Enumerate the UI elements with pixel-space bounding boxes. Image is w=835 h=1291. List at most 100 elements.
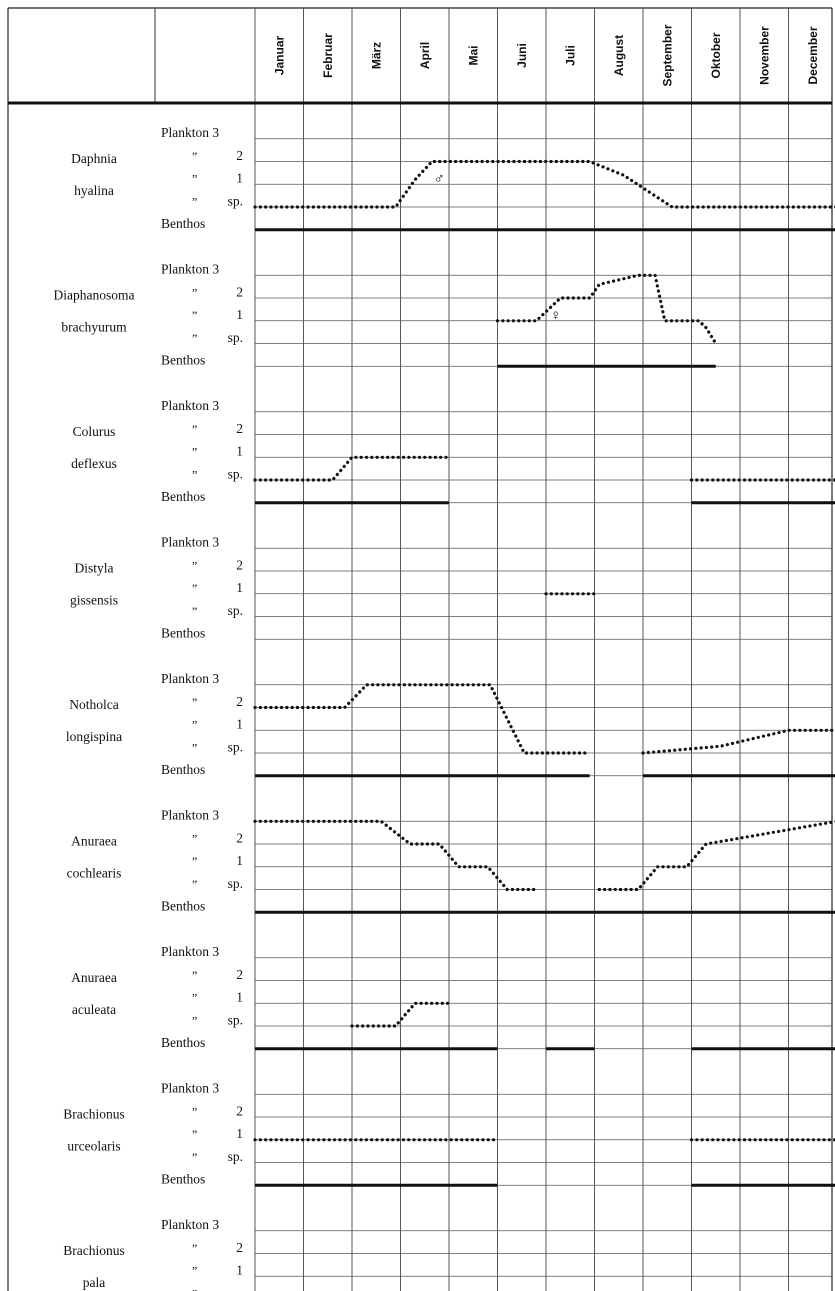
abundance-curve [253, 819, 538, 892]
species-name: gissensis [70, 593, 118, 608]
species-name: Brachionus [63, 1107, 125, 1122]
level-label: Benthos [161, 1172, 205, 1187]
ditto-mark: ” [192, 1241, 197, 1255]
species-name: Anuraea [71, 970, 117, 985]
ditto-mark: ” [192, 991, 197, 1005]
level-label: sp. [228, 876, 243, 891]
level-label: 1 [236, 444, 243, 459]
species-name: Brachionus [63, 1243, 125, 1258]
level-label: 1 [236, 990, 243, 1005]
ditto-mark: ” [192, 331, 197, 345]
level-label: sp. [228, 466, 243, 481]
sex-symbol: ♀ [550, 308, 561, 324]
abundance-curve [350, 1001, 451, 1028]
level-label: 2 [236, 284, 243, 299]
level-label: Plankton 3 [161, 1217, 219, 1232]
level-label: sp. [228, 1285, 243, 1291]
level-label: 1 [236, 307, 243, 322]
species-name: hyalina [74, 183, 114, 198]
level-label: 1 [236, 171, 243, 186]
species-name: urceolaris [67, 1139, 120, 1154]
species-name: Colurus [73, 424, 116, 439]
abundance-curve [253, 159, 835, 209]
level-label: 2 [236, 694, 243, 709]
level-label: sp. [228, 193, 243, 208]
ditto-mark: ” [192, 467, 197, 481]
ditto-mark: ” [192, 581, 197, 595]
ditto-mark: ” [192, 1013, 197, 1027]
ditto-mark: ” [192, 831, 197, 845]
level-label: Plankton 3 [161, 398, 219, 413]
ditto-mark: ” [192, 445, 197, 459]
ditto-mark: ” [192, 285, 197, 299]
species-name: Daphnia [71, 151, 117, 166]
ditto-mark: ” [192, 1127, 197, 1141]
level-label: sp. [228, 330, 243, 345]
species-name: deflexus [71, 456, 117, 471]
ditto-mark: ” [192, 968, 197, 982]
ditto-mark: ” [192, 1264, 197, 1278]
level-label: Benthos [161, 489, 205, 504]
month-label: Januar [272, 35, 286, 75]
level-label: Plankton 3 [161, 808, 219, 823]
species-name: Anuraea [71, 834, 117, 849]
species-name: aculeata [72, 1002, 116, 1017]
level-label: 2 [236, 1103, 243, 1118]
level-label: sp. [228, 603, 243, 618]
level-label: 1 [236, 717, 243, 732]
abundance-curve [597, 820, 835, 892]
level-label: Plankton 3 [161, 262, 219, 277]
level-label: 1 [236, 1263, 243, 1278]
species-name: longispina [66, 729, 122, 744]
level-label: sp. [228, 739, 243, 754]
level-label: 2 [236, 967, 243, 982]
month-label: Juli [563, 45, 577, 66]
month-label: März [369, 42, 383, 69]
month-label: November [757, 26, 771, 85]
level-label: Plankton 3 [161, 671, 219, 686]
month-label: December [806, 26, 820, 84]
level-label: 1 [236, 1126, 243, 1141]
level-label: Benthos [161, 1035, 205, 1050]
month-label: August [612, 35, 626, 76]
month-label: Mai [466, 45, 480, 65]
ditto-mark: ” [192, 149, 197, 163]
abundance-curve [253, 683, 592, 755]
level-label: sp. [228, 1012, 243, 1027]
level-label: 2 [236, 1240, 243, 1255]
ditto-mark: ” [192, 695, 197, 709]
level-label: 2 [236, 421, 243, 436]
level-label: 2 [236, 148, 243, 163]
species-name: brachyurum [61, 320, 127, 335]
ditto-mark: ” [192, 604, 197, 618]
level-label: 2 [236, 557, 243, 572]
level-label: 2 [236, 830, 243, 845]
ditto-mark: ” [192, 194, 197, 208]
level-label: Benthos [161, 353, 205, 368]
ditto-mark: ” [192, 1150, 197, 1164]
species-name: Diaphanosoma [54, 288, 135, 303]
level-label: Benthos [161, 216, 205, 231]
ditto-mark: ” [192, 1286, 197, 1291]
level-label: Benthos [161, 899, 205, 914]
ditto-mark: ” [192, 1104, 197, 1118]
month-label: September [660, 24, 674, 86]
abundance-curve [253, 455, 451, 482]
level-label: Plankton 3 [161, 944, 219, 959]
ditto-mark: ” [192, 718, 197, 732]
level-label: Plankton 3 [161, 125, 219, 140]
species-name: cochlearis [67, 866, 122, 881]
month-label: Februar [321, 33, 335, 78]
abundance-curve [641, 728, 835, 755]
ditto-mark: ” [192, 172, 197, 186]
species-name: pala [83, 1275, 106, 1290]
month-label: April [418, 42, 432, 69]
species-name: Distyla [75, 561, 114, 576]
ditto-mark: ” [192, 422, 197, 436]
abundance-curve [495, 273, 718, 346]
level-label: Plankton 3 [161, 1081, 219, 1096]
ditto-mark: ” [192, 854, 197, 868]
level-label: 1 [236, 853, 243, 868]
ditto-mark: ” [192, 308, 197, 322]
